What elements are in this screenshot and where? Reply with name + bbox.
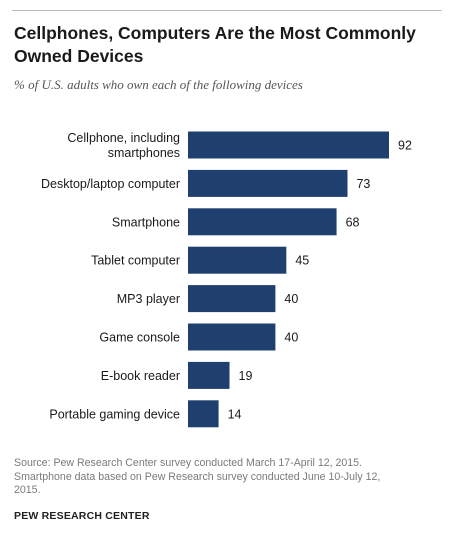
bar-value-label: 92 (398, 139, 412, 153)
source-line-3: 2015. (14, 484, 41, 496)
source-line-1: Source: Pew Research Center survey condu… (14, 457, 363, 469)
category-label: E-book reader (101, 369, 180, 383)
category-label: MP3 player (117, 292, 180, 306)
chart-title-line-2: Owned Devices (14, 46, 144, 66)
bar-value-label: 73 (356, 177, 370, 191)
bar-5 (188, 285, 276, 313)
top-rule (12, 10, 442, 11)
chart-subtitle: % of U.S. adults who own each of the fol… (14, 77, 303, 92)
bar-value-label: 19 (239, 369, 253, 383)
category-label: Desktop/laptop computer (41, 177, 180, 191)
bar-8 (188, 400, 219, 428)
category-label: Smartphone (112, 215, 180, 229)
category-label: smartphones (108, 146, 180, 160)
bar-3 (188, 208, 337, 236)
brand-label: PEW RESEARCH CENTER (14, 510, 150, 522)
source-line-2: Smartphone data based on Pew Research su… (14, 470, 381, 483)
bar-1 (188, 131, 389, 159)
category-label: Portable gaming device (49, 407, 180, 421)
bar-value-label: 14 (228, 407, 242, 421)
chart-title: Cellphones, Computers Are the Most Commo… (14, 22, 444, 68)
source-note: Source: Pew Research Center survey condu… (14, 457, 434, 498)
bar-value-label: 68 (346, 215, 360, 229)
category-label: Cellphone, including (67, 131, 180, 145)
bar-7 (188, 361, 230, 389)
bar-6 (188, 323, 276, 351)
category-label: Tablet computer (91, 254, 180, 268)
bar-value-label: 40 (284, 292, 298, 306)
bar-4 (188, 246, 287, 274)
bar-value-label: 40 (284, 331, 298, 345)
category-label: Game console (99, 331, 180, 345)
bar-value-label: 45 (295, 254, 309, 268)
chart-title-line-1: Cellphones, Computers Are the Most Commo… (14, 23, 416, 43)
bar-2 (188, 169, 348, 197)
